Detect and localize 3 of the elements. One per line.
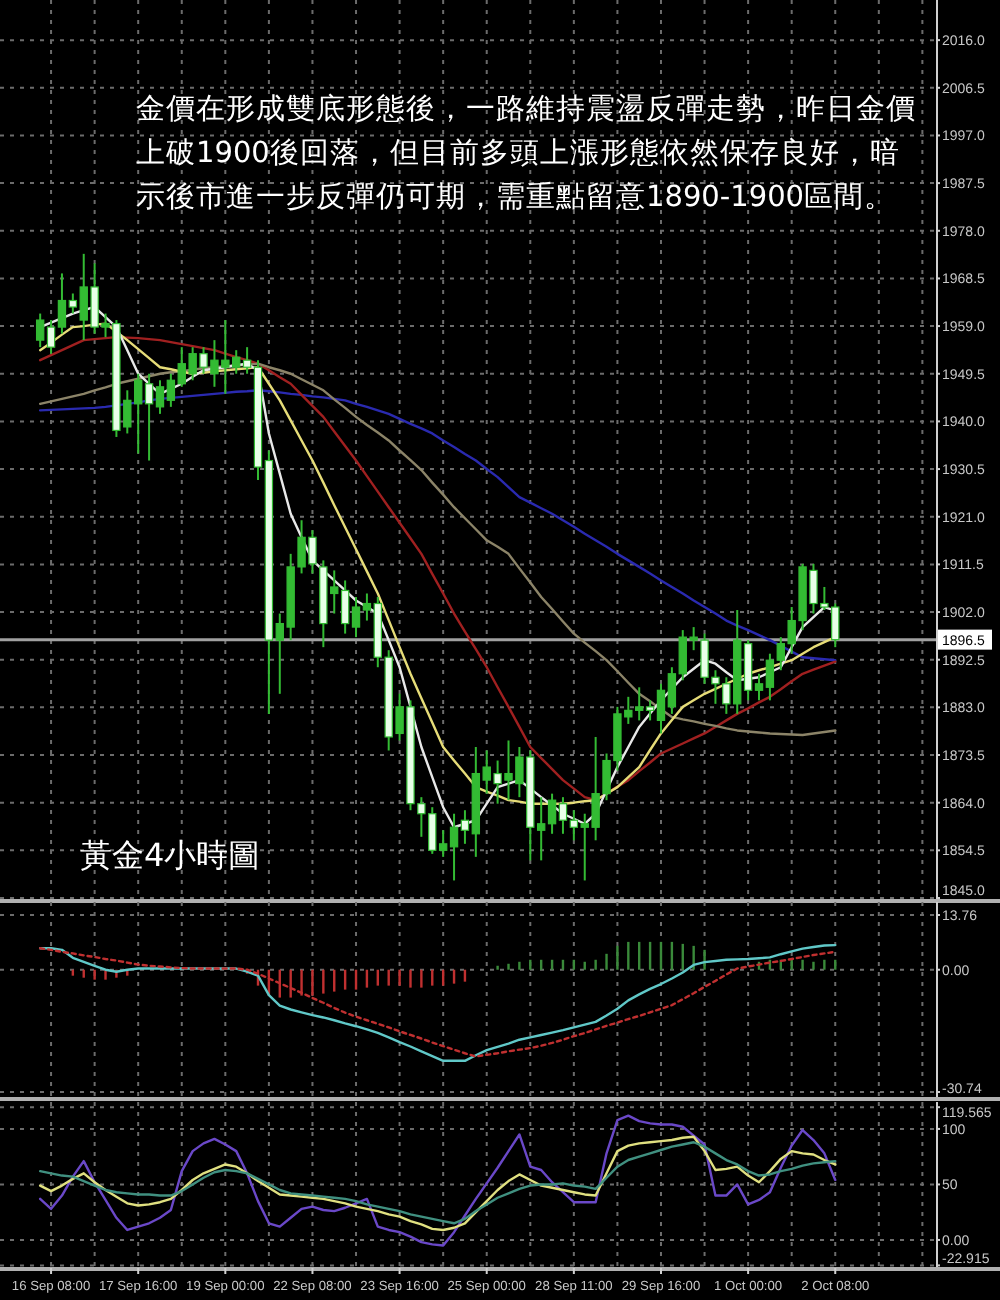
annotation: 黃金4小時圖 [80, 836, 261, 874]
line-series [38, 1114, 837, 1247]
annotation: 金價在形成雙底形態後，一路維持震盪反彈走勢，昨日金價上破1900後回落，但目前多頭上漲形態依然保存良好，暗示後市進一步反彈仍可期，需重點留意1890-1900區間。 [136, 94, 916, 214]
